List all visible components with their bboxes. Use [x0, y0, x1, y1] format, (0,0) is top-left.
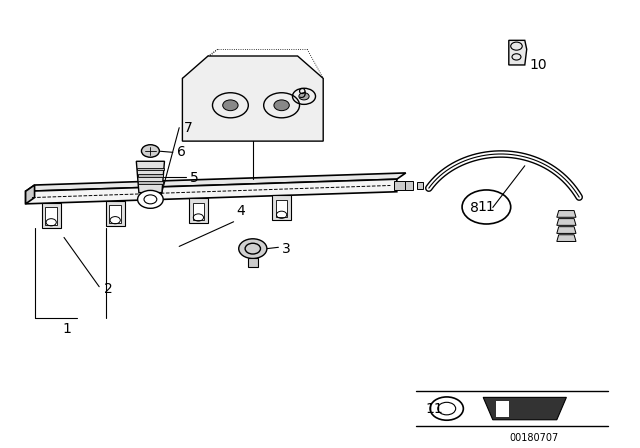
Circle shape	[138, 190, 163, 208]
Polygon shape	[26, 185, 35, 204]
Polygon shape	[557, 235, 576, 241]
Polygon shape	[189, 198, 208, 223]
Polygon shape	[276, 200, 287, 217]
Circle shape	[239, 239, 267, 258]
Text: 4: 4	[237, 203, 246, 218]
Polygon shape	[483, 397, 566, 420]
Polygon shape	[417, 182, 423, 189]
Text: 11: 11	[426, 401, 444, 416]
Circle shape	[223, 100, 238, 111]
Text: 11: 11	[477, 200, 495, 214]
Circle shape	[141, 145, 159, 157]
Polygon shape	[106, 201, 125, 225]
Polygon shape	[557, 211, 576, 217]
Circle shape	[430, 397, 463, 420]
Polygon shape	[137, 168, 164, 170]
Polygon shape	[394, 181, 405, 190]
Polygon shape	[557, 219, 576, 225]
Polygon shape	[42, 203, 61, 228]
Circle shape	[274, 100, 289, 111]
Polygon shape	[138, 181, 163, 184]
Polygon shape	[109, 205, 121, 223]
Text: 9: 9	[298, 87, 307, 101]
Text: 3: 3	[282, 241, 291, 256]
Polygon shape	[138, 174, 163, 177]
Polygon shape	[26, 173, 406, 191]
Polygon shape	[272, 195, 291, 220]
Polygon shape	[26, 179, 397, 204]
Text: 2: 2	[104, 282, 113, 296]
Polygon shape	[496, 401, 509, 417]
Text: 7: 7	[184, 121, 193, 135]
Circle shape	[299, 93, 309, 100]
Polygon shape	[405, 181, 413, 190]
Text: 5: 5	[189, 171, 198, 185]
Polygon shape	[182, 56, 323, 141]
Polygon shape	[557, 227, 576, 233]
Polygon shape	[509, 40, 527, 65]
Polygon shape	[136, 161, 164, 193]
Polygon shape	[193, 202, 204, 220]
Text: 00180707: 00180707	[510, 433, 559, 443]
Text: 1: 1	[63, 322, 72, 336]
Text: 6: 6	[177, 145, 186, 159]
Polygon shape	[248, 258, 258, 267]
Polygon shape	[45, 207, 57, 225]
Text: 8: 8	[470, 201, 479, 215]
Text: 10: 10	[530, 58, 548, 72]
